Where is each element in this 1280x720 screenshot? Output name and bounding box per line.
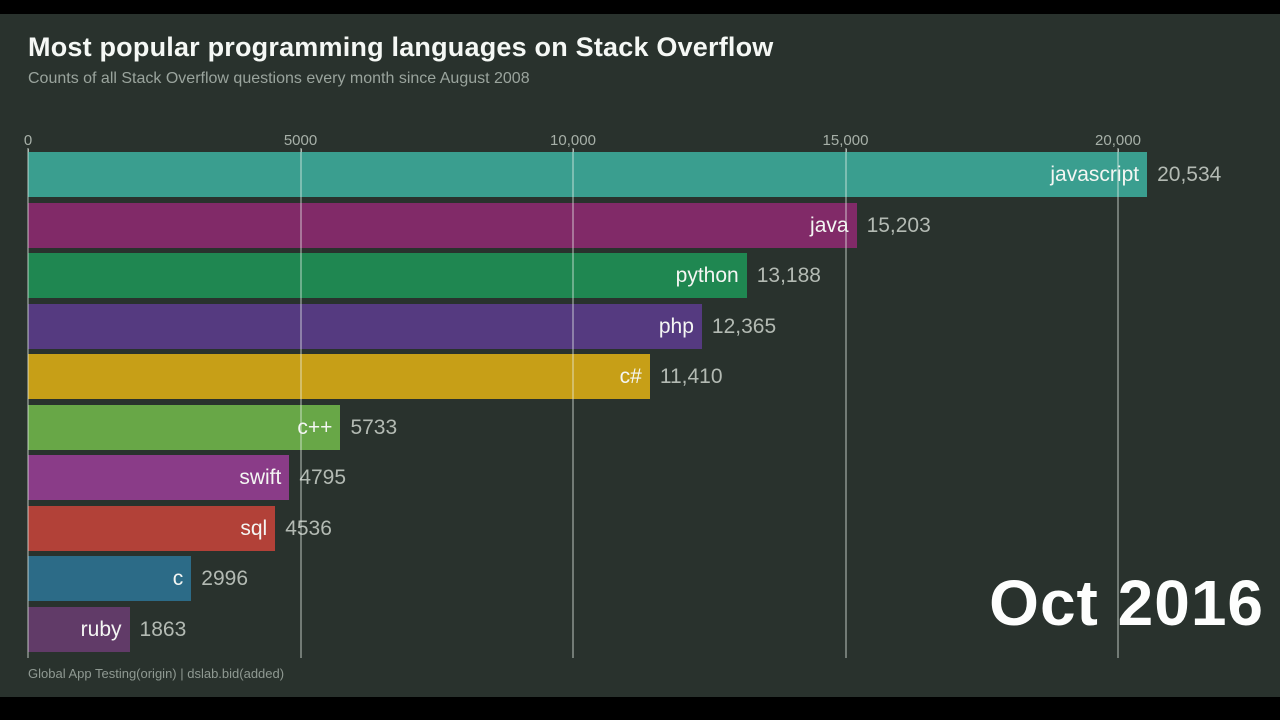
bar-row: java 15,203 <box>28 202 1280 248</box>
bar: ruby <box>28 606 130 652</box>
bar-row: c++ 5733 <box>28 404 1280 450</box>
bar: c# <box>28 354 650 400</box>
bar: java <box>28 202 857 248</box>
chart-stage: Most popular programming languages on St… <box>0 14 1280 697</box>
x-axis: 0 5000 10,000 15,000 20,000 <box>0 132 1280 155</box>
bar-language-label: c <box>172 567 184 591</box>
bar-value-label: 1863 <box>139 617 187 641</box>
bar-language-label: swift <box>239 466 282 490</box>
page-title: Most popular programming languages on St… <box>28 32 774 62</box>
bar-value-label: 13,188 <box>756 264 821 288</box>
bar: c <box>28 556 192 602</box>
bar: c++ <box>28 404 341 450</box>
bar-row: python 13,188 <box>28 253 1280 299</box>
source-credit: Global App Testing(origin) | dslab.bid(a… <box>28 666 285 681</box>
bar-value-label: 4536 <box>285 516 332 540</box>
bar-row: c 2996 <box>28 556 1280 602</box>
bar: python <box>28 253 747 299</box>
x-tick-label: 10,000 <box>550 132 596 149</box>
bar: javascript <box>28 152 1148 197</box>
bar-row: ruby 1863 <box>28 606 1280 652</box>
bar-language-label: java <box>810 213 849 237</box>
bar-language-label: ruby <box>80 617 122 641</box>
bar-value-label: 15,203 <box>866 213 931 237</box>
bar-value-label: 11,410 <box>659 365 723 389</box>
bar-language-label: c++ <box>297 415 333 439</box>
x-tick-label: 5000 <box>283 132 318 149</box>
bar-value-label: 4795 <box>299 466 347 490</box>
bar-language-label: python <box>675 264 739 288</box>
bar-row: javascript 20,534 <box>28 152 1280 197</box>
bar: php <box>28 303 702 349</box>
bar: sql <box>28 505 276 551</box>
bar-row: sql 4536 <box>28 505 1280 551</box>
bar-value-label: 12,365 <box>711 314 777 338</box>
bar-language-label: php <box>658 314 694 338</box>
frame-date-label: Oct 2016 <box>989 567 1264 639</box>
x-tick-label: 0 <box>23 132 33 149</box>
bar-language-label: c# <box>619 365 642 389</box>
bar-value-label: 20,534 <box>1157 163 1222 186</box>
bar-language-label: javascript <box>1050 163 1140 186</box>
x-tick-label: 15,000 <box>822 132 869 149</box>
x-tick-label: 20,000 <box>1095 132 1141 149</box>
bars-area: javascript 20,534 java 15,203 python 13,… <box>0 152 1280 662</box>
bar-language-label: sql <box>240 516 268 540</box>
bar-value-label: 2996 <box>201 567 248 591</box>
bar-row: c# 11,410 <box>28 354 1280 400</box>
bar-row: swift 4795 <box>28 455 1280 501</box>
page-subtitle: Counts of all Stack Overflow questions e… <box>28 70 530 87</box>
bar-row: php 12,365 <box>28 303 1280 349</box>
bar-value-label: 5733 <box>350 415 398 439</box>
bar: swift <box>28 455 290 501</box>
